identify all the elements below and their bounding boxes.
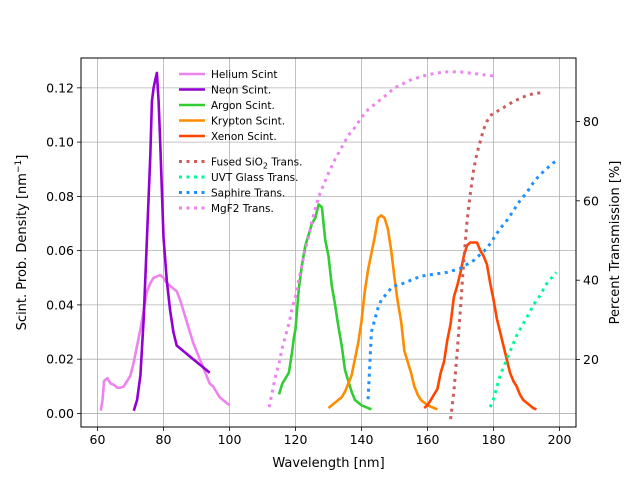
y-axis-left: 0.00 0.02 0.04 0.06 0.08 0.10 0.12 (46, 80, 81, 421)
y-right-tick-label: 60 (583, 193, 599, 208)
x-tick-label: 160 (416, 432, 440, 447)
y-right-tick-label: 40 (583, 273, 599, 288)
series-line-helium-scint (99, 273, 231, 411)
legend-label: Xenon Scint. (211, 131, 277, 143)
x-tick-label: 60 (90, 432, 106, 447)
x-tick-label: 200 (548, 432, 572, 447)
y-axis-right-label: Percent Transmission [%] (608, 161, 623, 325)
grid (81, 58, 576, 427)
y-axis-left-label: Scint. Prob. Density [nm−1] (14, 155, 30, 331)
x-tick-label: 180 (482, 432, 506, 447)
y-axis-right: 20 40 60 80 (576, 114, 599, 367)
series-line-krypton-scint (327, 214, 438, 411)
x-tick-label: 120 (284, 432, 308, 447)
y-right-tick-label: 80 (583, 114, 599, 129)
series-line-fused-sio2-trans (449, 91, 544, 420)
plot-frame (80, 57, 577, 428)
y-left-tick-label: 0.00 (46, 406, 74, 421)
legend-label: Argon Scint. (211, 100, 275, 112)
y-right-tick-label: 20 (583, 352, 599, 367)
x-axis: 60 80 100 120 140 160 180 200 (90, 427, 572, 447)
legend-label: MgF2 Trans. (211, 203, 274, 215)
legend-label: Neon Scint. (211, 85, 271, 97)
y-left-tick-label: 0.12 (46, 80, 74, 95)
legend-label: UVT Glass Trans. (211, 172, 298, 184)
series-line-saphire-trans (366, 159, 557, 400)
x-tick-label: 80 (156, 432, 172, 447)
legend-label: Fused SiO2 Trans. (211, 157, 302, 171)
y-left-tick-label: 0.04 (46, 297, 74, 312)
y-left-tick-label: 0.10 (46, 135, 74, 150)
y-left-tick-label: 0.06 (46, 243, 74, 258)
series-line-argon-scint (277, 203, 372, 411)
series-line-uvt-glass-trans (488, 271, 558, 408)
series-line-xenon-scint (423, 241, 537, 411)
series-line-neon-scint (132, 71, 211, 412)
legend-label: Saphire Trans. (211, 188, 285, 200)
x-tick-label: 140 (350, 432, 374, 447)
x-axis-label: Wavelength [nm] (272, 456, 384, 471)
legend-label: Helium Scint (211, 69, 278, 81)
y-left-tick-label: 0.02 (46, 352, 74, 367)
legend: Helium Scint Neon Scint. Argon Scint. Krypt… (179, 69, 302, 215)
y-left-tick-label: 0.08 (46, 189, 74, 204)
x-tick-label: 100 (218, 432, 242, 447)
series-line-mgf2-trans (267, 70, 494, 408)
series-layer (99, 70, 558, 420)
legend-label: Krypton Scint. (211, 116, 285, 128)
